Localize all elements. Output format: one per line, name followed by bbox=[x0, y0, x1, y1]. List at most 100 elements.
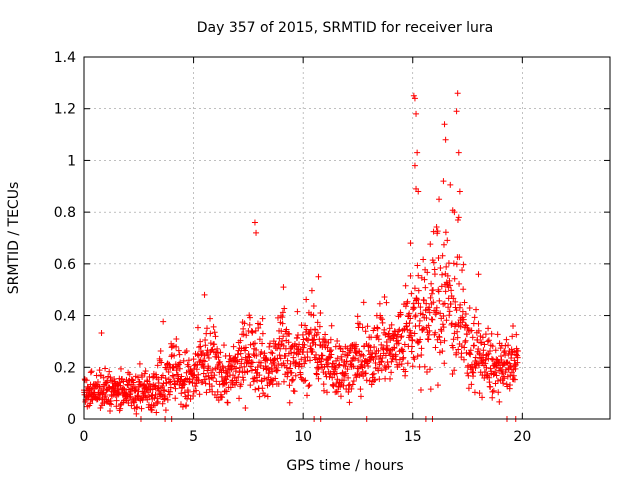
y-tick-label: 1 bbox=[67, 153, 76, 169]
data-point bbox=[416, 322, 423, 329]
data-point bbox=[299, 331, 306, 338]
data-point bbox=[314, 319, 321, 326]
data-point bbox=[286, 331, 293, 338]
data-point bbox=[369, 349, 376, 356]
data-point bbox=[285, 369, 292, 376]
data-point bbox=[485, 325, 492, 332]
data-point bbox=[136, 360, 143, 367]
data-point bbox=[358, 361, 365, 368]
data-point bbox=[162, 375, 169, 382]
data-point bbox=[456, 188, 463, 195]
data-point bbox=[159, 372, 166, 379]
data-point bbox=[88, 368, 95, 375]
data-points bbox=[81, 90, 521, 422]
data-point bbox=[250, 378, 257, 385]
data-point bbox=[168, 353, 175, 360]
data-point bbox=[411, 162, 418, 169]
data-point bbox=[284, 373, 291, 380]
data-point bbox=[475, 345, 482, 352]
data-point bbox=[411, 356, 418, 363]
data-point bbox=[505, 350, 512, 357]
data-point bbox=[418, 345, 425, 352]
data-point bbox=[468, 366, 475, 373]
data-point bbox=[438, 328, 445, 335]
data-point bbox=[440, 313, 447, 320]
data-point bbox=[360, 299, 367, 306]
data-point bbox=[346, 399, 353, 406]
data-point bbox=[345, 374, 352, 381]
data-point bbox=[334, 355, 341, 362]
data-point bbox=[98, 330, 105, 337]
data-point bbox=[479, 394, 486, 401]
data-point bbox=[433, 223, 440, 230]
data-point bbox=[332, 364, 339, 371]
data-point bbox=[441, 360, 448, 367]
data-point bbox=[511, 357, 518, 364]
data-point bbox=[497, 345, 504, 352]
data-point bbox=[502, 342, 509, 349]
data-point bbox=[489, 343, 496, 350]
data-point bbox=[415, 287, 422, 294]
data-point bbox=[407, 272, 414, 279]
x-tick-label: 10 bbox=[294, 429, 312, 445]
data-point bbox=[224, 399, 231, 406]
data-point bbox=[132, 387, 139, 394]
data-point bbox=[280, 284, 287, 291]
data-point bbox=[292, 372, 299, 379]
x-axis-label: GPS time / hours bbox=[286, 458, 403, 474]
data-point bbox=[462, 321, 469, 328]
data-point bbox=[176, 365, 183, 372]
data-point bbox=[94, 379, 101, 386]
data-point bbox=[397, 311, 404, 318]
data-point bbox=[398, 333, 405, 340]
data-point bbox=[172, 385, 179, 392]
data-point bbox=[326, 373, 333, 380]
data-point bbox=[309, 348, 316, 355]
data-point bbox=[310, 303, 317, 310]
data-point bbox=[439, 348, 446, 355]
data-point bbox=[379, 316, 386, 323]
data-point bbox=[242, 404, 249, 411]
data-point bbox=[469, 334, 476, 341]
data-point bbox=[269, 350, 276, 357]
data-point bbox=[266, 343, 273, 350]
data-point bbox=[412, 312, 419, 319]
data-point bbox=[470, 369, 477, 376]
data-point bbox=[423, 369, 430, 376]
data-point bbox=[471, 314, 478, 321]
data-point bbox=[387, 375, 394, 382]
data-point bbox=[451, 209, 458, 216]
data-point bbox=[446, 312, 453, 319]
data-point bbox=[394, 337, 401, 344]
data-point bbox=[475, 320, 482, 327]
data-point bbox=[438, 283, 445, 290]
data-point bbox=[484, 338, 491, 345]
data-point bbox=[337, 393, 344, 400]
data-point bbox=[102, 392, 109, 399]
data-point bbox=[97, 372, 104, 379]
data-point bbox=[368, 381, 375, 388]
data-point bbox=[313, 351, 320, 358]
data-point bbox=[124, 382, 131, 389]
data-point bbox=[327, 336, 334, 343]
data-point bbox=[362, 328, 369, 335]
data-point bbox=[269, 368, 276, 375]
data-point bbox=[436, 297, 443, 304]
data-point bbox=[286, 399, 293, 406]
data-point bbox=[408, 332, 415, 339]
data-point bbox=[277, 345, 284, 352]
data-point bbox=[261, 375, 268, 382]
data-point bbox=[193, 380, 200, 387]
data-point bbox=[167, 388, 174, 395]
data-point bbox=[205, 372, 212, 379]
data-point bbox=[495, 389, 502, 396]
data-point bbox=[215, 397, 222, 404]
data-point bbox=[386, 325, 393, 332]
data-point bbox=[487, 348, 494, 355]
data-point bbox=[350, 378, 357, 385]
data-point bbox=[220, 342, 227, 349]
data-point bbox=[247, 341, 254, 348]
data-point bbox=[347, 361, 354, 368]
y-axis-label: SRMTID / TECUs bbox=[6, 182, 22, 295]
data-point bbox=[419, 311, 426, 318]
